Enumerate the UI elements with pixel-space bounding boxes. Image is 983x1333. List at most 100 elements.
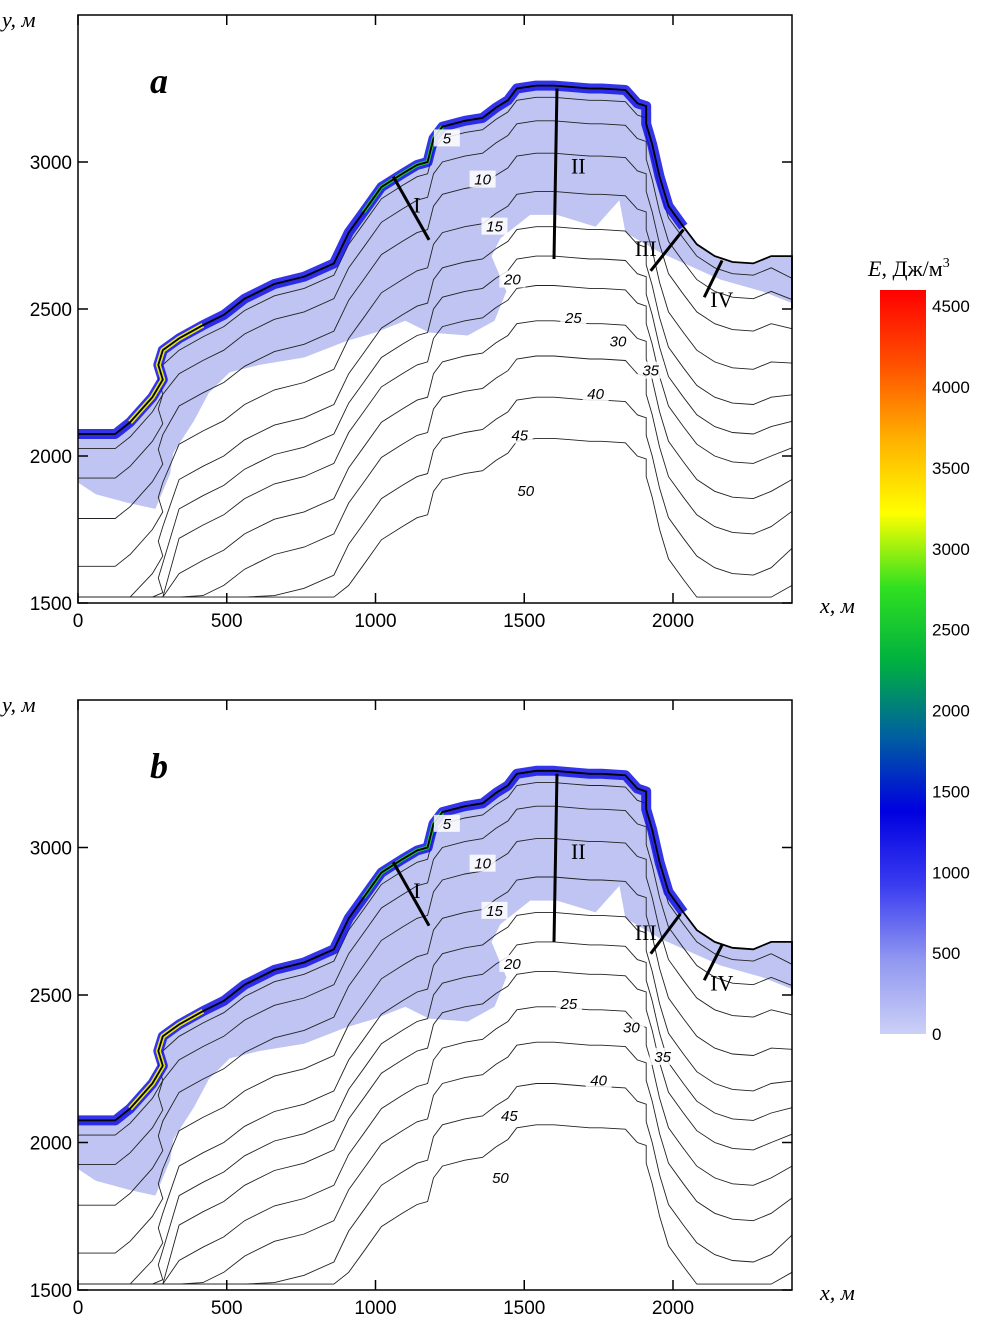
contour-label: 15 bbox=[486, 219, 503, 236]
isobath-line bbox=[78, 320, 793, 598]
contour-label-bg bbox=[481, 901, 508, 919]
x-tick-label: 1500 bbox=[503, 611, 545, 632]
x-tick-label: 500 bbox=[211, 1298, 243, 1319]
contour-label: 30 bbox=[623, 1019, 640, 1036]
colorbar-tick-label: 2500 bbox=[932, 621, 970, 640]
contour-label-bg bbox=[618, 1018, 645, 1036]
contour-label: 20 bbox=[503, 956, 521, 973]
x-tick-label: 2000 bbox=[652, 1298, 694, 1319]
colorbar-tick-label: 500 bbox=[932, 944, 960, 963]
contour-label-bg bbox=[496, 1106, 523, 1124]
contour-label-bg bbox=[487, 1168, 514, 1186]
contour-label: 50 bbox=[517, 483, 534, 500]
section-line bbox=[552, 88, 559, 260]
isobath-line bbox=[78, 1124, 793, 1285]
isobath-line bbox=[78, 876, 793, 1254]
contour-label-bg bbox=[649, 1047, 676, 1065]
contour-label-bg bbox=[469, 170, 496, 188]
x-tick-label: 0 bbox=[73, 1298, 84, 1319]
section-label: IV bbox=[710, 970, 733, 995]
contour-label: 10 bbox=[474, 172, 491, 189]
colorbar-tick-label: 0 bbox=[932, 1025, 941, 1044]
contour-label: 30 bbox=[610, 333, 627, 350]
section-label: IV bbox=[710, 287, 733, 312]
contour-label-bg bbox=[560, 308, 587, 326]
panel-b: 0 500 1000 1500 2000 1500 2000 2500 3000 x, м y, м… bbox=[0, 692, 855, 1319]
isobath-line bbox=[78, 970, 793, 1285]
colorbar: 0 500 1000 1500 2000 2500 3000 3500 4000 4500 E, Д… bbox=[867, 256, 970, 1044]
y-tick-label: 2000 bbox=[30, 1134, 72, 1155]
section-line bbox=[702, 944, 724, 981]
colorbar-gradient bbox=[880, 290, 926, 1034]
contour-label-bg bbox=[512, 482, 539, 500]
section-line bbox=[649, 912, 682, 955]
section-line bbox=[392, 861, 431, 927]
contour-label-bg bbox=[585, 1071, 612, 1089]
contour-label: 10 bbox=[474, 856, 491, 873]
section-label: I bbox=[413, 878, 420, 903]
y-tick-label: 2500 bbox=[30, 300, 72, 321]
isobath-line bbox=[78, 838, 793, 1206]
low-energy-field bbox=[78, 85, 792, 509]
panel-a: 0 500 1000 1500 2000 1500 2000 2500 3000 x, м y, м… bbox=[0, 7, 855, 632]
section-label: III bbox=[635, 236, 657, 261]
colorbar-tick-label: 4000 bbox=[932, 378, 970, 397]
x-tick-label: 2000 bbox=[652, 611, 694, 632]
colorbar-tick-label: 1500 bbox=[932, 782, 970, 801]
isobath-line bbox=[78, 1041, 793, 1285]
coastline bbox=[78, 769, 793, 1122]
contour-label: 35 bbox=[642, 363, 659, 380]
coastline bbox=[78, 84, 793, 435]
y-tick-label: 3000 bbox=[30, 839, 72, 860]
contour-label: 45 bbox=[501, 1108, 518, 1125]
isobath-line bbox=[78, 355, 793, 598]
colorbar-title-var: E bbox=[867, 256, 882, 281]
isobath-line bbox=[78, 437, 793, 598]
contour-label: 15 bbox=[486, 903, 503, 920]
colorbar-tick-label: 2000 bbox=[932, 702, 970, 721]
colorbar-title: E, Дж/м3 bbox=[867, 256, 950, 281]
contour-label-bg bbox=[506, 426, 533, 444]
x-axis-label: x, м bbox=[819, 1280, 855, 1305]
contour-label: 5 bbox=[443, 130, 452, 147]
contour-label: 50 bbox=[492, 1170, 509, 1187]
contour-label-bg bbox=[637, 361, 664, 379]
colorbar-tick-label: 4500 bbox=[932, 297, 970, 316]
y-tick-label: 3000 bbox=[30, 153, 72, 174]
isobath-line bbox=[78, 911, 793, 1285]
panel-tag: a bbox=[150, 61, 168, 101]
panel-tag: b bbox=[150, 746, 168, 786]
contour-label-bg bbox=[469, 854, 496, 872]
isobath-line bbox=[78, 805, 793, 1166]
y-tick-label: 1500 bbox=[30, 1281, 72, 1302]
contour-label: 25 bbox=[564, 310, 582, 327]
contour-label-bg bbox=[481, 217, 508, 235]
x-tick-label: 1000 bbox=[354, 611, 396, 632]
contour-label: 45 bbox=[511, 427, 528, 444]
isobath-line bbox=[78, 226, 793, 598]
isobath-line bbox=[78, 285, 793, 598]
isobath-line bbox=[78, 1006, 793, 1285]
contour-label-bg bbox=[582, 385, 609, 403]
contour-label-bg bbox=[433, 814, 460, 832]
colorbar-title-unit: , Дж/м bbox=[881, 256, 942, 281]
contour-label-bg bbox=[499, 954, 526, 972]
x-tick-label: 1500 bbox=[503, 1298, 545, 1319]
section-line bbox=[649, 228, 685, 272]
section-label: I bbox=[413, 192, 420, 217]
section-label: II bbox=[571, 839, 586, 864]
y-axis-label: y, м bbox=[0, 692, 36, 717]
contour-label: 40 bbox=[590, 1073, 607, 1090]
section-line bbox=[702, 259, 724, 298]
section-line bbox=[552, 773, 559, 942]
contour-label: 25 bbox=[560, 996, 578, 1013]
y-tick-label: 2000 bbox=[30, 447, 72, 468]
section-line bbox=[392, 175, 431, 241]
contour-label-bg bbox=[433, 129, 460, 147]
contour-label: 5 bbox=[443, 816, 452, 833]
contour-label-bg bbox=[555, 994, 582, 1012]
contour-label: 20 bbox=[503, 272, 521, 289]
low-energy-field bbox=[78, 770, 792, 1196]
colorbar-tick-label: 3000 bbox=[932, 540, 970, 559]
